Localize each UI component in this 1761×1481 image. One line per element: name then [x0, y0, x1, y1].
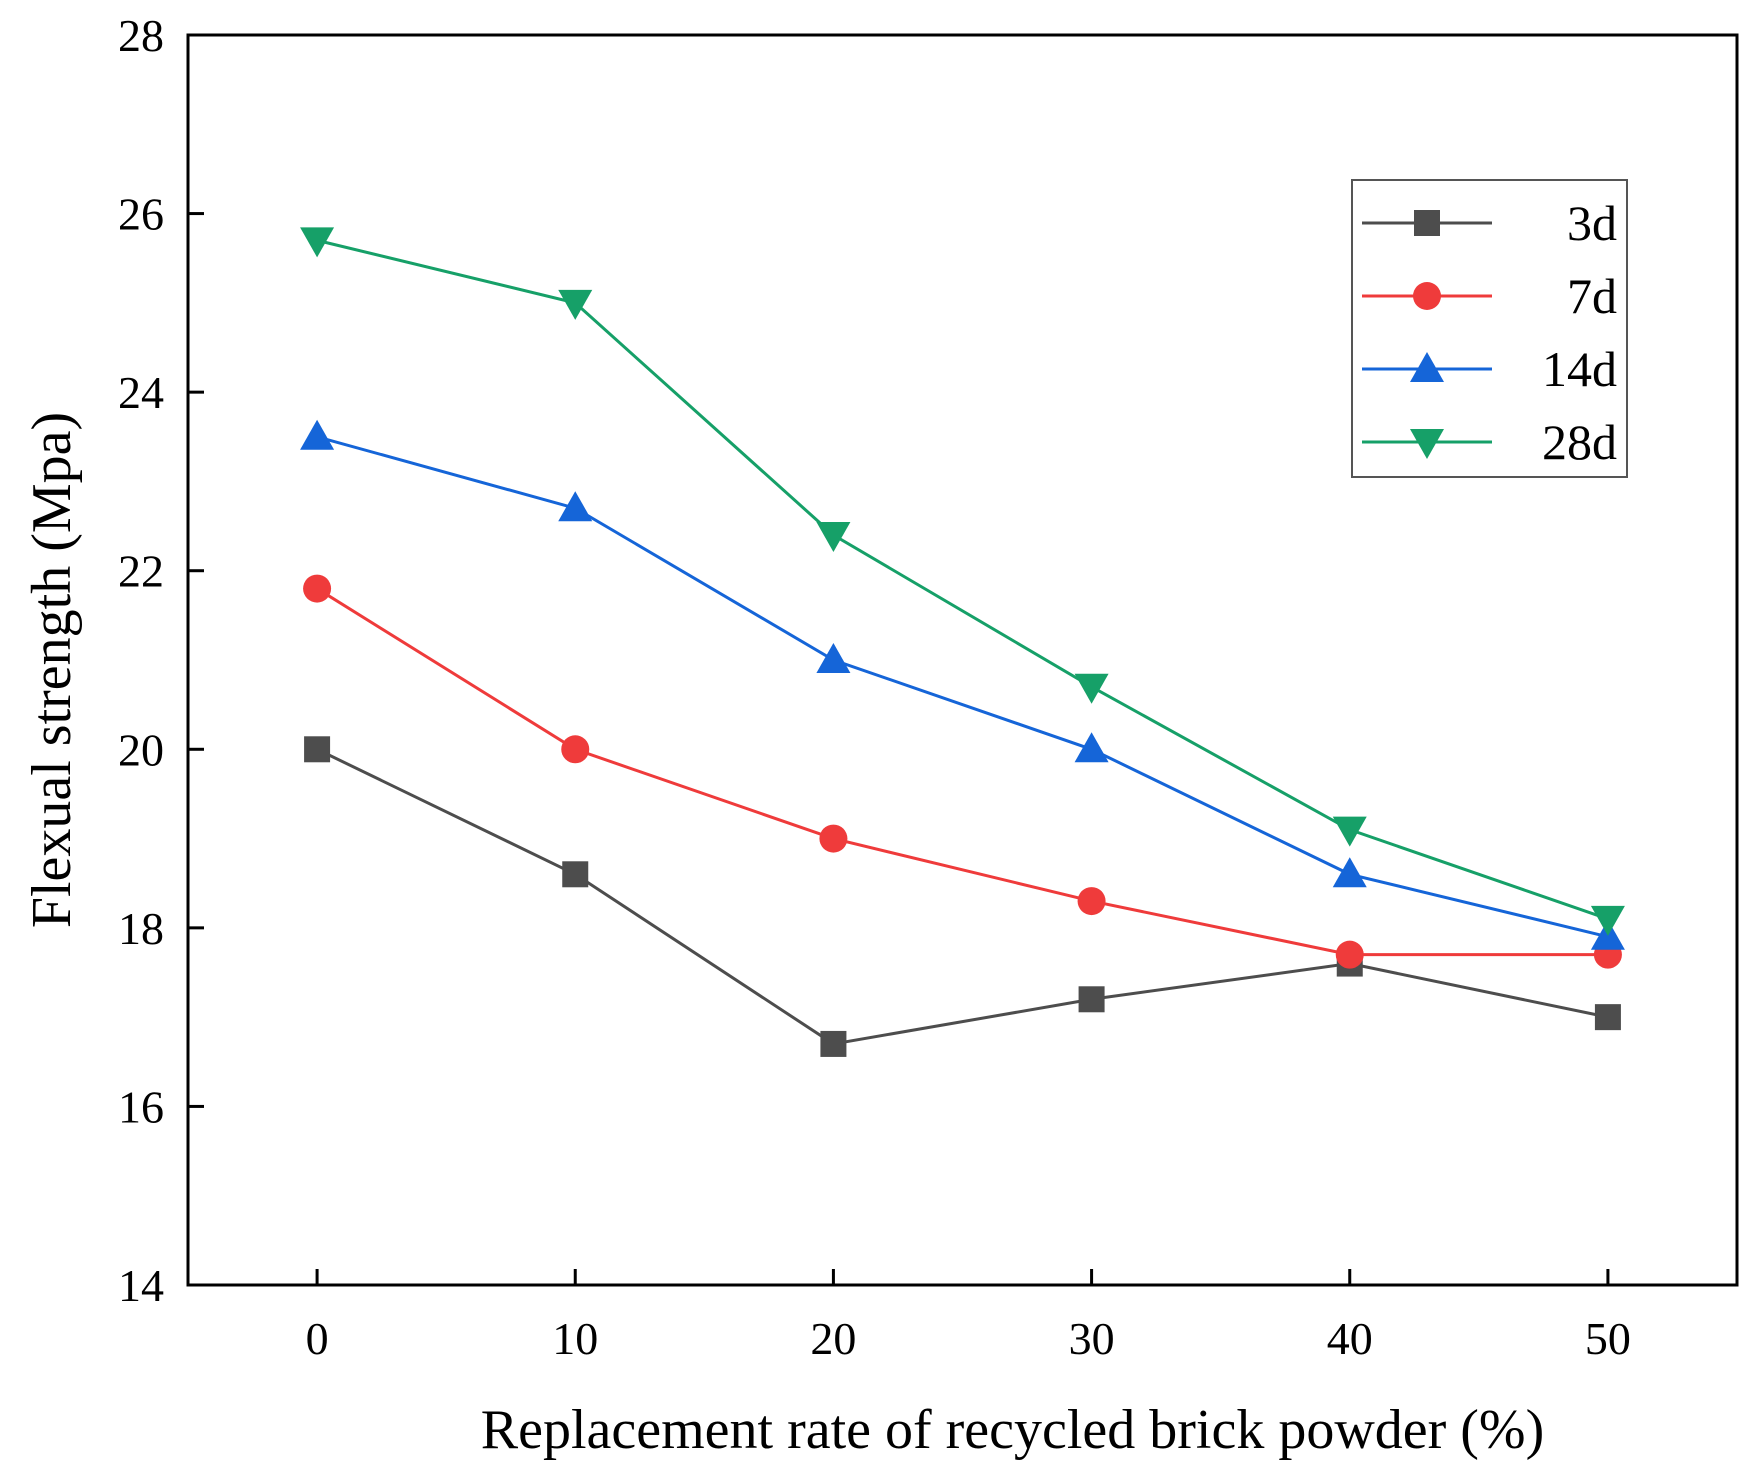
- legend-marker: [1414, 210, 1440, 236]
- y-tick-label: 20: [118, 724, 164, 775]
- legend-marker: [1413, 282, 1441, 310]
- y-axis-title: Flexual strength (Mpa): [21, 412, 83, 928]
- x-axis-title: Replacement rate of recycled brick powde…: [481, 1399, 1544, 1461]
- x-tick-label: 30: [1069, 1313, 1115, 1364]
- legend-label: 7d: [1567, 268, 1617, 324]
- legend-item-3d: 3d: [1362, 195, 1617, 251]
- legend-box: [1351, 179, 1628, 478]
- legend-item-14d: 14d: [1362, 341, 1617, 397]
- y-tick-label: 22: [118, 546, 164, 597]
- data-point-14d: [1332, 857, 1367, 888]
- series-line-7d: [316, 587, 1608, 957]
- y-tick-label: 28: [118, 10, 164, 61]
- y-tick-label: 24: [118, 367, 164, 418]
- y-tick-label: 18: [118, 903, 164, 954]
- x-tick-label: 20: [810, 1313, 856, 1364]
- data-point-3d: [562, 861, 589, 888]
- x-tick-label: 10: [552, 1313, 598, 1364]
- x-tick-label: 0: [306, 1313, 329, 1364]
- legend-label: 14d: [1542, 341, 1617, 397]
- series-layer: [300, 227, 1625, 1057]
- legend: 3d 7d 14d 28d: [1351, 179, 1628, 478]
- series-line-28d: [316, 238, 1609, 921]
- data-point-28d: [1074, 673, 1109, 704]
- legend-label: 3d: [1567, 195, 1617, 251]
- legend-item-28d: 28d: [1362, 414, 1617, 470]
- data-point-3d: [820, 1030, 847, 1057]
- series-line-14d: [316, 435, 1609, 939]
- data-point-7d: [819, 824, 848, 853]
- series-14d: [300, 419, 1625, 950]
- data-point-3d: [304, 736, 331, 763]
- x-tick-label: 40: [1327, 1313, 1373, 1364]
- legend-marker: [1410, 352, 1444, 382]
- data-point-28d: [1590, 905, 1625, 936]
- legend-marker: [1410, 429, 1444, 459]
- data-point-14d: [816, 643, 851, 673]
- data-point-7d: [1335, 940, 1364, 969]
- ticks-layer: 0 10 20 30 40 50 14 16 18 20 22 24 26 28: [118, 10, 1631, 1364]
- data-point-28d: [816, 522, 851, 552]
- data-point-3d: [1078, 986, 1105, 1013]
- data-point-28d: [1332, 816, 1367, 847]
- x-tick-label: 50: [1585, 1313, 1631, 1364]
- data-point-7d: [1077, 887, 1106, 916]
- data-point-14d: [300, 419, 335, 450]
- series-line-3d: [316, 747, 1609, 1046]
- data-point-28d: [558, 289, 593, 320]
- legend-label: 28d: [1542, 414, 1617, 470]
- data-point-3d: [1594, 1004, 1621, 1031]
- series-7d: [303, 574, 1622, 969]
- data-point-7d: [561, 735, 590, 764]
- data-point-14d: [1074, 732, 1109, 763]
- legend-item-7d: 7d: [1362, 268, 1617, 324]
- series-3d: [304, 736, 1621, 1057]
- y-tick-label: 26: [118, 189, 164, 240]
- y-tick-label: 16: [118, 1081, 164, 1132]
- y-tick-label: 14: [118, 1260, 164, 1311]
- series-28d: [300, 227, 1625, 936]
- data-point-14d: [558, 491, 593, 522]
- plot-frame: [186, 33, 1739, 1287]
- data-point-28d: [300, 227, 335, 258]
- data-point-7d: [303, 574, 332, 603]
